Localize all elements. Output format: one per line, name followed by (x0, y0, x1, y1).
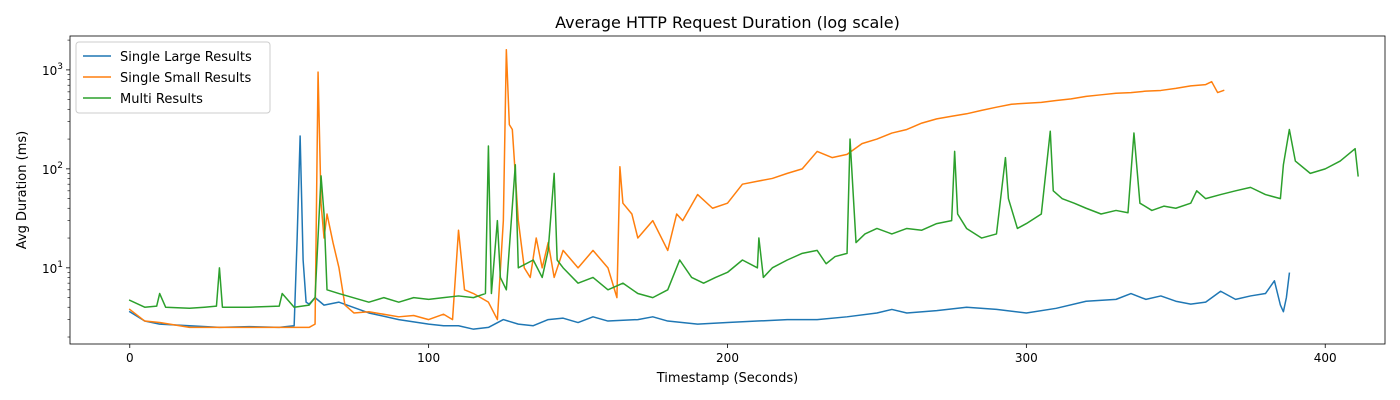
x-axis: 0 100 200 300 400 (126, 344, 1337, 365)
legend-label-1: Single Large Results (120, 50, 252, 65)
y-tick-base: 10 (42, 163, 57, 177)
x-tick-label: 400 (1314, 351, 1337, 365)
x-tick-label: 300 (1015, 351, 1038, 365)
series-line-3 (128, 128, 1359, 310)
legend-label-3: Multi Results (120, 92, 203, 107)
series-line-1 (128, 135, 1291, 330)
y-tick-label: 101 (42, 260, 63, 276)
y-tick-exponent: 1 (57, 260, 63, 270)
legend-label-2: Single Small Results (120, 71, 252, 86)
chart-title: Average HTTP Request Duration (log scale… (555, 13, 900, 32)
x-tick-label: 100 (417, 351, 440, 365)
x-tick-label: 200 (716, 351, 739, 365)
x-axis-label: Timestamp (Seconds) (656, 371, 798, 386)
y-tick-base: 10 (42, 262, 57, 276)
series-lines (128, 48, 1359, 330)
y-tick-label: 103 (42, 62, 63, 78)
legend: Single Large Results Single Small Results… (75, 41, 271, 114)
y-tick-exponent: 3 (57, 62, 63, 72)
legend-box (75, 41, 271, 114)
x-tick-label: 0 (126, 351, 134, 365)
y-tick-label: 102 (42, 161, 63, 177)
y-tick-base: 10 (42, 64, 57, 78)
y-tick-exponent: 2 (57, 161, 63, 171)
y-axis-label: Avg Duration (ms) (15, 131, 30, 249)
series-line-2 (128, 48, 1225, 329)
